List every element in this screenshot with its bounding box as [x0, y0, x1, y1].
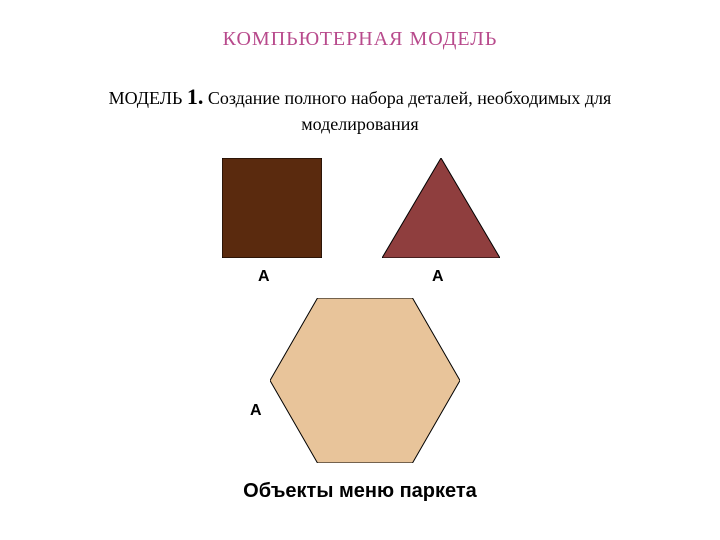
caption: Объекты меню паркета — [0, 480, 720, 503]
slide-subtitle: МОДЕЛЬ 1. Создание полного набора детале… — [50, 82, 670, 136]
hexagon-shape — [270, 298, 460, 463]
subtitle-number: 1. — [187, 84, 204, 109]
square-shape — [222, 158, 322, 258]
slide-title-text: КОМПЬЮТЕРНАЯ МОДЕЛЬ — [223, 28, 498, 50]
slide-title: КОМПЬЮТЕРНАЯ МОДЕЛЬ — [0, 28, 720, 51]
triangle-poly — [382, 158, 500, 258]
caption-text: Объекты меню паркета — [243, 480, 477, 502]
subtitle-rest: Создание полного набора деталей, необход… — [203, 88, 611, 134]
hexagon-label: А — [250, 402, 262, 420]
square-label: А — [258, 268, 270, 286]
subtitle-prefix: МОДЕЛЬ — [109, 88, 187, 108]
square-rect — [222, 158, 322, 258]
triangle-shape — [382, 158, 500, 258]
hexagon-poly — [270, 298, 460, 463]
shapes-area: А А А — [0, 150, 720, 490]
triangle-label: А — [432, 268, 444, 286]
